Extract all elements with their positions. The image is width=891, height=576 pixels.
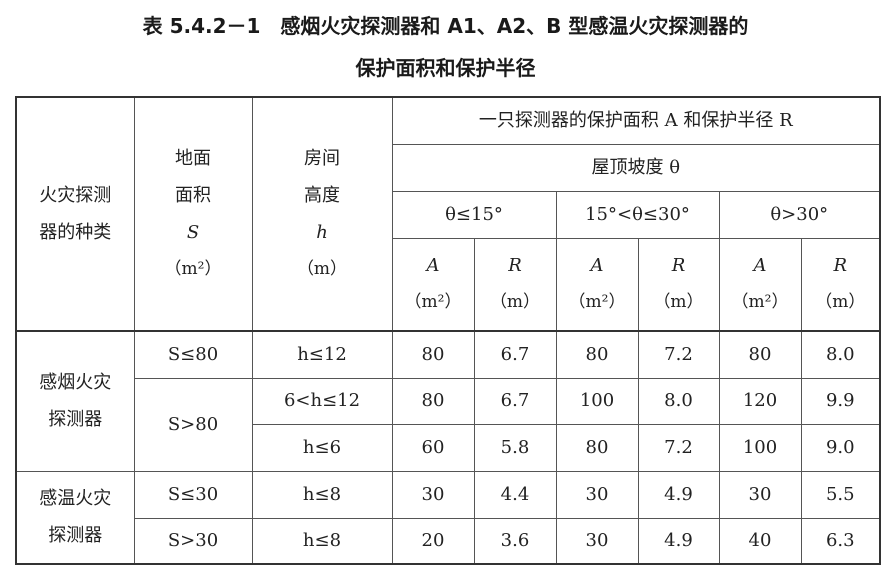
value-cell: 120 (718, 377, 802, 425)
header-text: （m²） (164, 259, 222, 279)
value-cell: 3.6 (473, 517, 557, 565)
header-a: A （m²） (718, 237, 802, 332)
label-text: 感烟火灾 (39, 372, 112, 394)
height-cell: h≤8 (251, 470, 393, 519)
header-text: 面积 (175, 185, 211, 206)
header-text: （m） (296, 259, 348, 279)
header-text: （m） (489, 292, 541, 313)
table-row: 感烟火灾 探测器 S≤80 h≤12 80 6.7 80 7.2 80 8.0 (15, 330, 881, 472)
header-slope-range: θ>30° (718, 190, 881, 239)
value-cell: 6.3 (800, 517, 881, 565)
header-a: A （m²） (391, 237, 475, 332)
value-cell: 100 (718, 423, 802, 472)
protection-table: 火灾探测 器的种类 地面 面积 S （m²） 房间 高度 h （m） 一只探测器… (15, 96, 882, 565)
value-cell: 80 (718, 330, 802, 379)
table-row: S>30 h≤8 20 3.6 30 4.9 40 6.3 (16, 517, 881, 565)
value-cell: 80 (555, 423, 639, 472)
header-text: （m²） (568, 292, 626, 313)
value-cell: 6.7 (473, 330, 557, 379)
value-cell: 100 (555, 377, 639, 425)
value-cell: 80 (555, 330, 639, 379)
header-slope-range: θ≤15° (391, 190, 557, 239)
table-row: h≤6 60 5.8 80 7.2 100 9.0 (16, 423, 881, 472)
header-text: A (426, 255, 440, 277)
value-cell: 30 (718, 470, 802, 519)
header-text: （m²） (404, 292, 462, 313)
header-slope-range: 15°<θ≤30° (555, 190, 720, 239)
area-cell: S>30 (133, 517, 253, 565)
value-cell: 7.2 (637, 330, 720, 379)
label-text: 探测器 (48, 525, 103, 547)
table-title-line-2: 保护面积和保护半径 (355, 56, 536, 80)
header-r: R （m） (800, 237, 881, 332)
value-cell: 80 (391, 377, 475, 425)
header-room-height: 房间 高度 h （m） (251, 96, 393, 332)
header-detector-type: 火灾探测 器的种类 (15, 96, 135, 332)
value-cell: 30 (391, 470, 475, 519)
value-cell: 8.0 (800, 330, 881, 379)
header-text: A (753, 255, 767, 277)
height-cell: 6<h≤12 (251, 377, 393, 425)
header-text: A (590, 255, 604, 277)
header-text: R (833, 255, 848, 277)
value-cell: 8.0 (637, 377, 720, 425)
header-text: 高度 (304, 185, 340, 206)
header-text: （m） (653, 292, 704, 313)
header-text: 房间 (304, 148, 340, 169)
header-text: 地面 (175, 148, 211, 169)
value-cell: 60 (391, 423, 475, 472)
height-cell: h≤12 (251, 330, 393, 379)
header-group: 一只探测器的保护面积 A 和保护半径 R (391, 96, 881, 145)
header-text: （m²） (731, 292, 789, 313)
table-row: 感温火灾 探测器 S≤30 h≤8 30 4.4 30 4.9 30 5.5 (15, 470, 881, 565)
area-cell: S>80 (133, 377, 253, 472)
height-cell: h≤6 (251, 423, 393, 472)
label-text: 探测器 (48, 409, 103, 431)
header-a: A （m²） (555, 237, 639, 332)
value-cell: 5.5 (800, 470, 881, 519)
value-cell: 80 (391, 330, 475, 379)
value-cell: 30 (555, 517, 639, 565)
header-text: 器的种类 (39, 222, 112, 243)
value-cell: 40 (718, 517, 802, 565)
value-cell: 4.9 (637, 517, 720, 565)
label-text: 感温火灾 (39, 488, 112, 510)
header-text: S (186, 222, 200, 243)
header-r: R （m） (473, 237, 557, 332)
value-cell: 7.2 (637, 423, 720, 472)
header-text: 火灾探测 (39, 185, 112, 206)
value-cell: 4.9 (637, 470, 720, 519)
table-title-line-1: 表 5.4.2－1 感烟火灾探测器和 A1、A2、B 型感温火灾探测器的 (142, 14, 749, 38)
value-cell: 5.8 (473, 423, 557, 472)
header-text: R (508, 255, 522, 277)
area-cell: S≤30 (133, 470, 253, 519)
heat-detector-label: 感温火灾 探测器 (15, 470, 135, 565)
header-floor-area: 地面 面积 S （m²） (133, 96, 253, 332)
header-text: （m） (815, 292, 866, 313)
header-slope: 屋顶坡度 θ (391, 143, 881, 192)
header-text: R (671, 255, 686, 277)
table-row: S>80 6<h≤12 80 6.7 100 8.0 120 9.9 (16, 377, 881, 472)
value-cell: 30 (555, 470, 639, 519)
header-text: h (316, 222, 328, 243)
value-cell: 9.9 (800, 377, 881, 425)
value-cell: 20 (391, 517, 475, 565)
value-cell: 9.0 (800, 423, 881, 472)
header-r: R （m） (637, 237, 720, 332)
height-cell: h≤8 (251, 517, 393, 565)
smoke-detector-label: 感烟火灾 探测器 (15, 330, 135, 472)
area-cell: S≤80 (133, 330, 253, 379)
value-cell: 6.7 (473, 377, 557, 425)
value-cell: 4.4 (473, 470, 557, 519)
